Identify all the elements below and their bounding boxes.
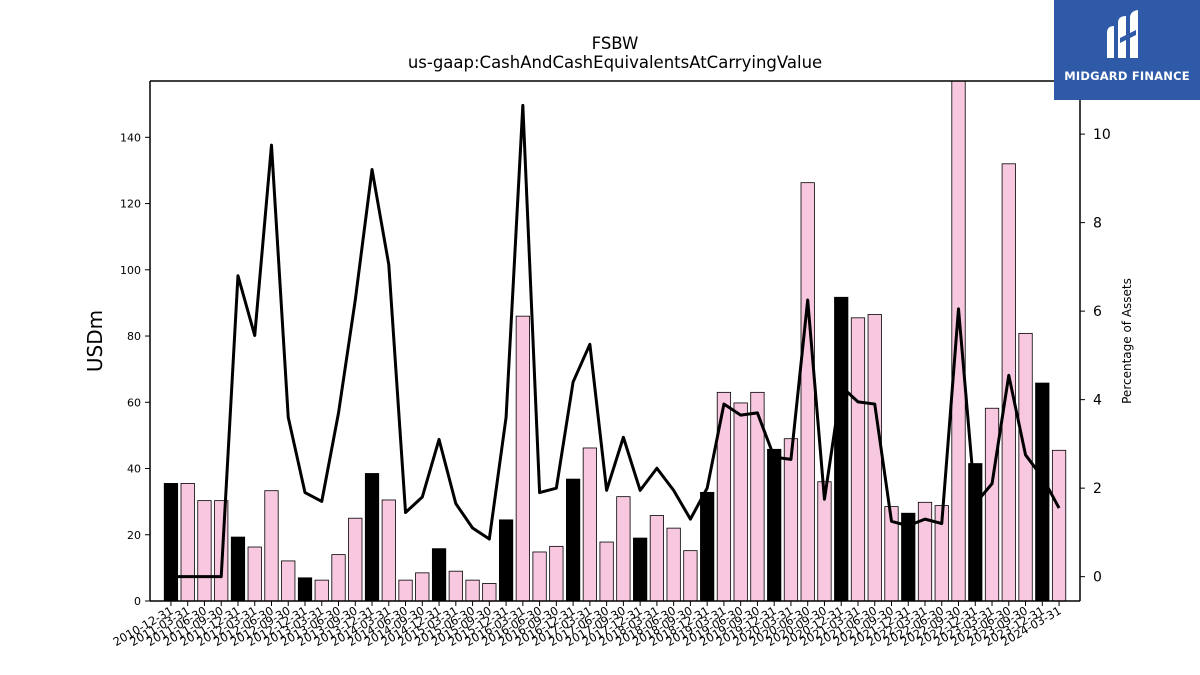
bar <box>1051 449 1067 602</box>
y-tick-label: 140 <box>120 131 141 144</box>
bar <box>984 407 1000 602</box>
y2-tick-label: 6 <box>1093 304 1102 320</box>
bar <box>331 554 346 602</box>
bar <box>348 517 363 602</box>
bar <box>230 536 246 602</box>
y-axis-ticks: 0 20 40 60 80 100 120 140 <box>120 131 150 608</box>
y-axis-label: USDm <box>83 310 107 372</box>
bar <box>297 577 313 602</box>
bar <box>364 473 380 602</box>
bar <box>733 402 748 602</box>
y-tick-label: 100 <box>120 264 141 277</box>
bar <box>163 483 179 602</box>
bar <box>398 579 413 602</box>
y-tick-label: 60 <box>127 396 141 409</box>
bar <box>649 515 665 602</box>
bar <box>566 478 581 602</box>
x-axis-ticks: 2010-12-312011-03-312011-06-302011-09-30… <box>111 601 1064 649</box>
bar <box>281 560 296 602</box>
bar <box>616 496 631 602</box>
y2-axis-ticks: 0 2 4 6 8 10 <box>1080 127 1111 586</box>
bar <box>515 315 530 602</box>
bar <box>197 500 212 602</box>
bar <box>314 579 329 602</box>
bar <box>431 548 447 602</box>
bar <box>783 438 799 602</box>
y2-tick-label: 8 <box>1093 216 1102 232</box>
bar <box>968 463 983 602</box>
bar <box>850 317 866 602</box>
bar <box>1035 382 1050 602</box>
chart-title: FSBW <box>592 34 639 53</box>
bar <box>683 550 698 602</box>
bar <box>448 570 463 602</box>
bar <box>700 491 715 602</box>
bar <box>599 541 614 602</box>
y2-axis-label: Percentage of Assets <box>1120 278 1134 404</box>
bar <box>582 447 597 602</box>
y-tick-label: 40 <box>127 463 141 476</box>
bar <box>917 501 933 602</box>
bar <box>951 80 966 602</box>
bar <box>247 546 262 602</box>
bar <box>800 182 815 602</box>
bar <box>482 583 497 602</box>
y2-tick-label: 2 <box>1093 481 1102 497</box>
y-tick-label: 80 <box>127 330 141 343</box>
bar <box>532 551 547 602</box>
y2-tick-label: 10 <box>1093 127 1111 143</box>
bar-series <box>163 80 1067 602</box>
bar <box>666 527 681 602</box>
bar <box>549 545 564 602</box>
bar <box>180 483 195 602</box>
bar <box>264 490 279 602</box>
bar <box>834 296 849 602</box>
y-tick-label: 120 <box>120 198 141 211</box>
logo-mark-icon <box>1107 10 1138 58</box>
logo-text: MIDGARD FINANCE <box>1064 69 1190 83</box>
y-tick-label: 20 <box>127 529 141 542</box>
bar <box>767 448 782 602</box>
line-series <box>170 103 1061 579</box>
bar <box>415 572 430 602</box>
y2-tick-label: 0 <box>1093 570 1102 586</box>
bar <box>381 499 396 602</box>
chart-subtitle: us-gaap:CashAndCashEquivalentsAtCarrying… <box>408 53 822 72</box>
midgard-finance-logo: MIDGARD FINANCE <box>1054 0 1200 100</box>
y-tick-label: 0 <box>134 595 141 608</box>
bar <box>633 537 648 602</box>
y2-tick-label: 4 <box>1093 393 1102 409</box>
bar <box>465 579 480 602</box>
bar <box>498 519 514 602</box>
bar <box>1018 332 1033 602</box>
line-path <box>170 103 1061 579</box>
bar <box>867 314 882 602</box>
